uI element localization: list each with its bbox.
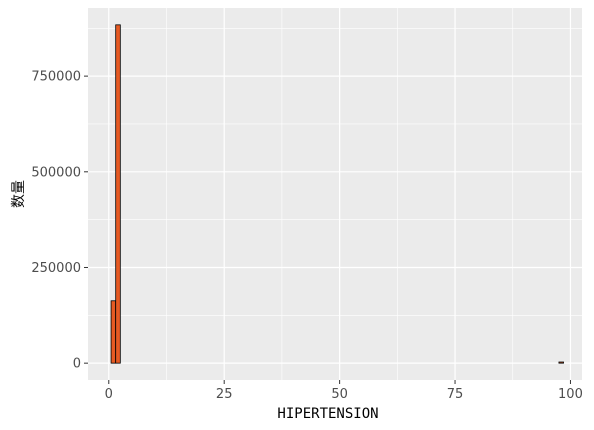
x-tick-label: 0	[105, 387, 113, 402]
y-axis-title: 数量	[11, 180, 27, 208]
plot-panel	[88, 8, 582, 380]
y-tick-label: 500000	[31, 165, 81, 180]
y-tick-label: 250000	[31, 261, 81, 276]
y-tick-label: 0	[73, 357, 81, 372]
x-axis-title: HIPERTENSION	[277, 406, 378, 422]
bars	[110, 24, 564, 364]
x-tick-label: 100	[558, 387, 583, 402]
y-axis: 0 250000 500000 750000	[31, 70, 88, 372]
histogram-bar	[558, 361, 564, 364]
x-tick-label: 75	[447, 387, 464, 402]
histogram-bar	[115, 24, 121, 364]
y-tick-label: 750000	[31, 70, 81, 85]
x-tick-label: 25	[216, 387, 233, 402]
histogram-bar	[110, 300, 117, 364]
minor-gridlines	[88, 8, 582, 380]
x-tick-label: 50	[331, 387, 348, 402]
x-axis: 0 25 50 75 100	[105, 380, 583, 402]
major-gridlines	[88, 8, 582, 380]
